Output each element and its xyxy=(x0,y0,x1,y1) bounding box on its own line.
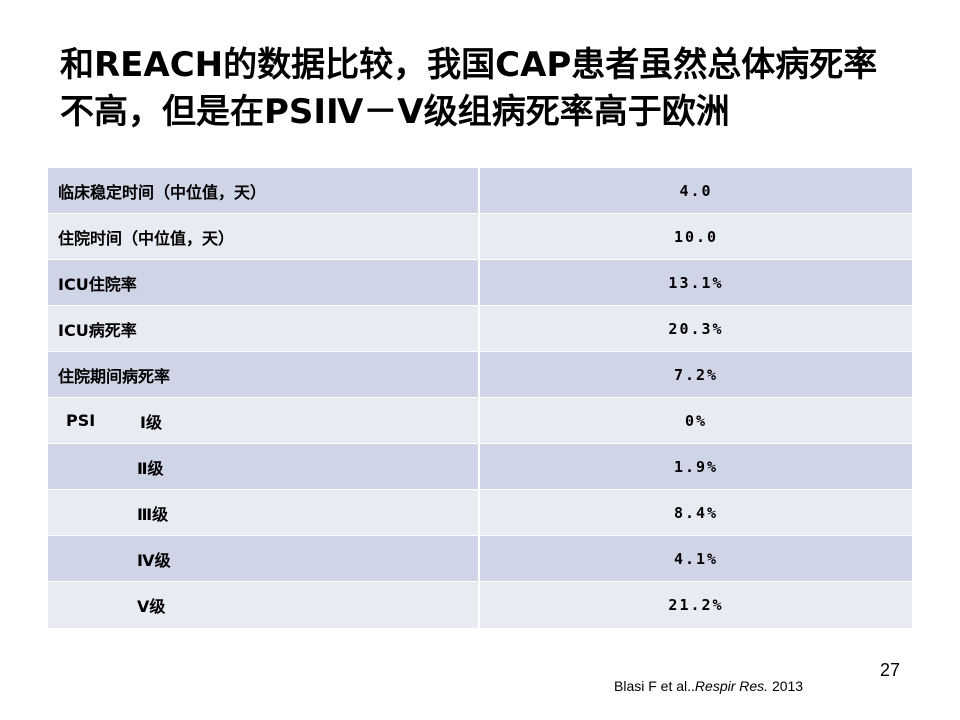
title-line-1: 和REACH的数据比较，我国CAP患者虽然总体病死率 xyxy=(60,45,878,85)
row-value: 0% xyxy=(684,411,708,430)
citation: Blasi F et al..Respir Res. 2013 xyxy=(614,678,803,694)
row-value: 4.0 xyxy=(679,181,713,200)
table-row: Ⅲ级 8.4% xyxy=(48,490,912,536)
psi-grade: Ⅳ级 xyxy=(48,536,480,581)
row-value: 8.4% xyxy=(673,503,719,522)
row-value: 7.2% xyxy=(673,365,719,384)
psi-prefix: PSI xyxy=(66,411,96,430)
citation-year: 2013 xyxy=(771,678,804,694)
title-line-2: 不高，但是在PSIⅣ－Ⅴ级组病死率高于欧洲 xyxy=(60,92,730,132)
row-label: 住院期间病死率 xyxy=(48,352,480,397)
table-row: 临床稳定时间（中位值，天） 4.0 xyxy=(48,168,912,214)
table-row: 住院时间（中位值，天） 10.0 xyxy=(48,214,912,260)
table-row: Ⅴ级 21.2% xyxy=(48,582,912,628)
data-table: 临床稳定时间（中位值，天） 4.0 住院时间（中位值，天） 10.0 ICU住院… xyxy=(48,168,912,628)
table-row: 住院期间病死率 7.2% xyxy=(48,352,912,398)
page-number: 27 xyxy=(880,660,901,680)
table-row: Ⅱ级 1.9% xyxy=(48,444,912,490)
row-value: 1.9% xyxy=(673,457,719,476)
table-row: ICU住院率 13.1% xyxy=(48,260,912,306)
psi-grade: Ⅱ级 xyxy=(48,444,480,489)
citation-authors: Blasi F et al.. xyxy=(614,678,695,694)
row-value: 10.0 xyxy=(673,227,719,246)
table-row: ICU病死率 20.3% xyxy=(48,306,912,352)
row-label: PSI Ⅰ级 xyxy=(48,398,480,443)
row-label: 住院时间（中位值，天） xyxy=(48,214,480,259)
slide-title: 和REACH的数据比较，我国CAP患者虽然总体病死率 不高，但是在PSIⅣ－Ⅴ级… xyxy=(60,42,940,136)
psi-grade: Ⅲ级 xyxy=(48,490,480,535)
row-value: 20.3% xyxy=(668,319,724,338)
citation-journal: Respir Res. xyxy=(694,678,769,694)
row-value: 4.1% xyxy=(673,549,719,568)
row-label: 临床稳定时间（中位值，天） xyxy=(48,168,480,213)
row-value: 21.2% xyxy=(668,596,724,614)
table-row: Ⅳ级 4.1% xyxy=(48,536,912,582)
table-row: PSI Ⅰ级 0% xyxy=(48,398,912,444)
psi-grade: Ⅰ级 xyxy=(140,412,162,432)
row-label: ICU住院率 xyxy=(48,260,480,305)
row-value: 13.1% xyxy=(668,273,724,292)
row-label: ICU病死率 xyxy=(48,306,480,351)
psi-grade: Ⅴ级 xyxy=(48,582,480,628)
